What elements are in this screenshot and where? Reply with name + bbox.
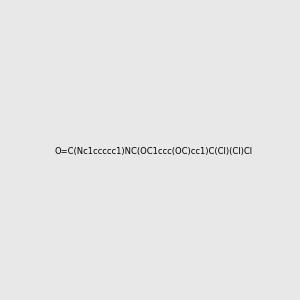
Text: O=C(Nc1ccccc1)NC(OC1ccc(OC)cc1)C(Cl)(Cl)Cl: O=C(Nc1ccccc1)NC(OC1ccc(OC)cc1)C(Cl)(Cl)… [55,147,253,156]
